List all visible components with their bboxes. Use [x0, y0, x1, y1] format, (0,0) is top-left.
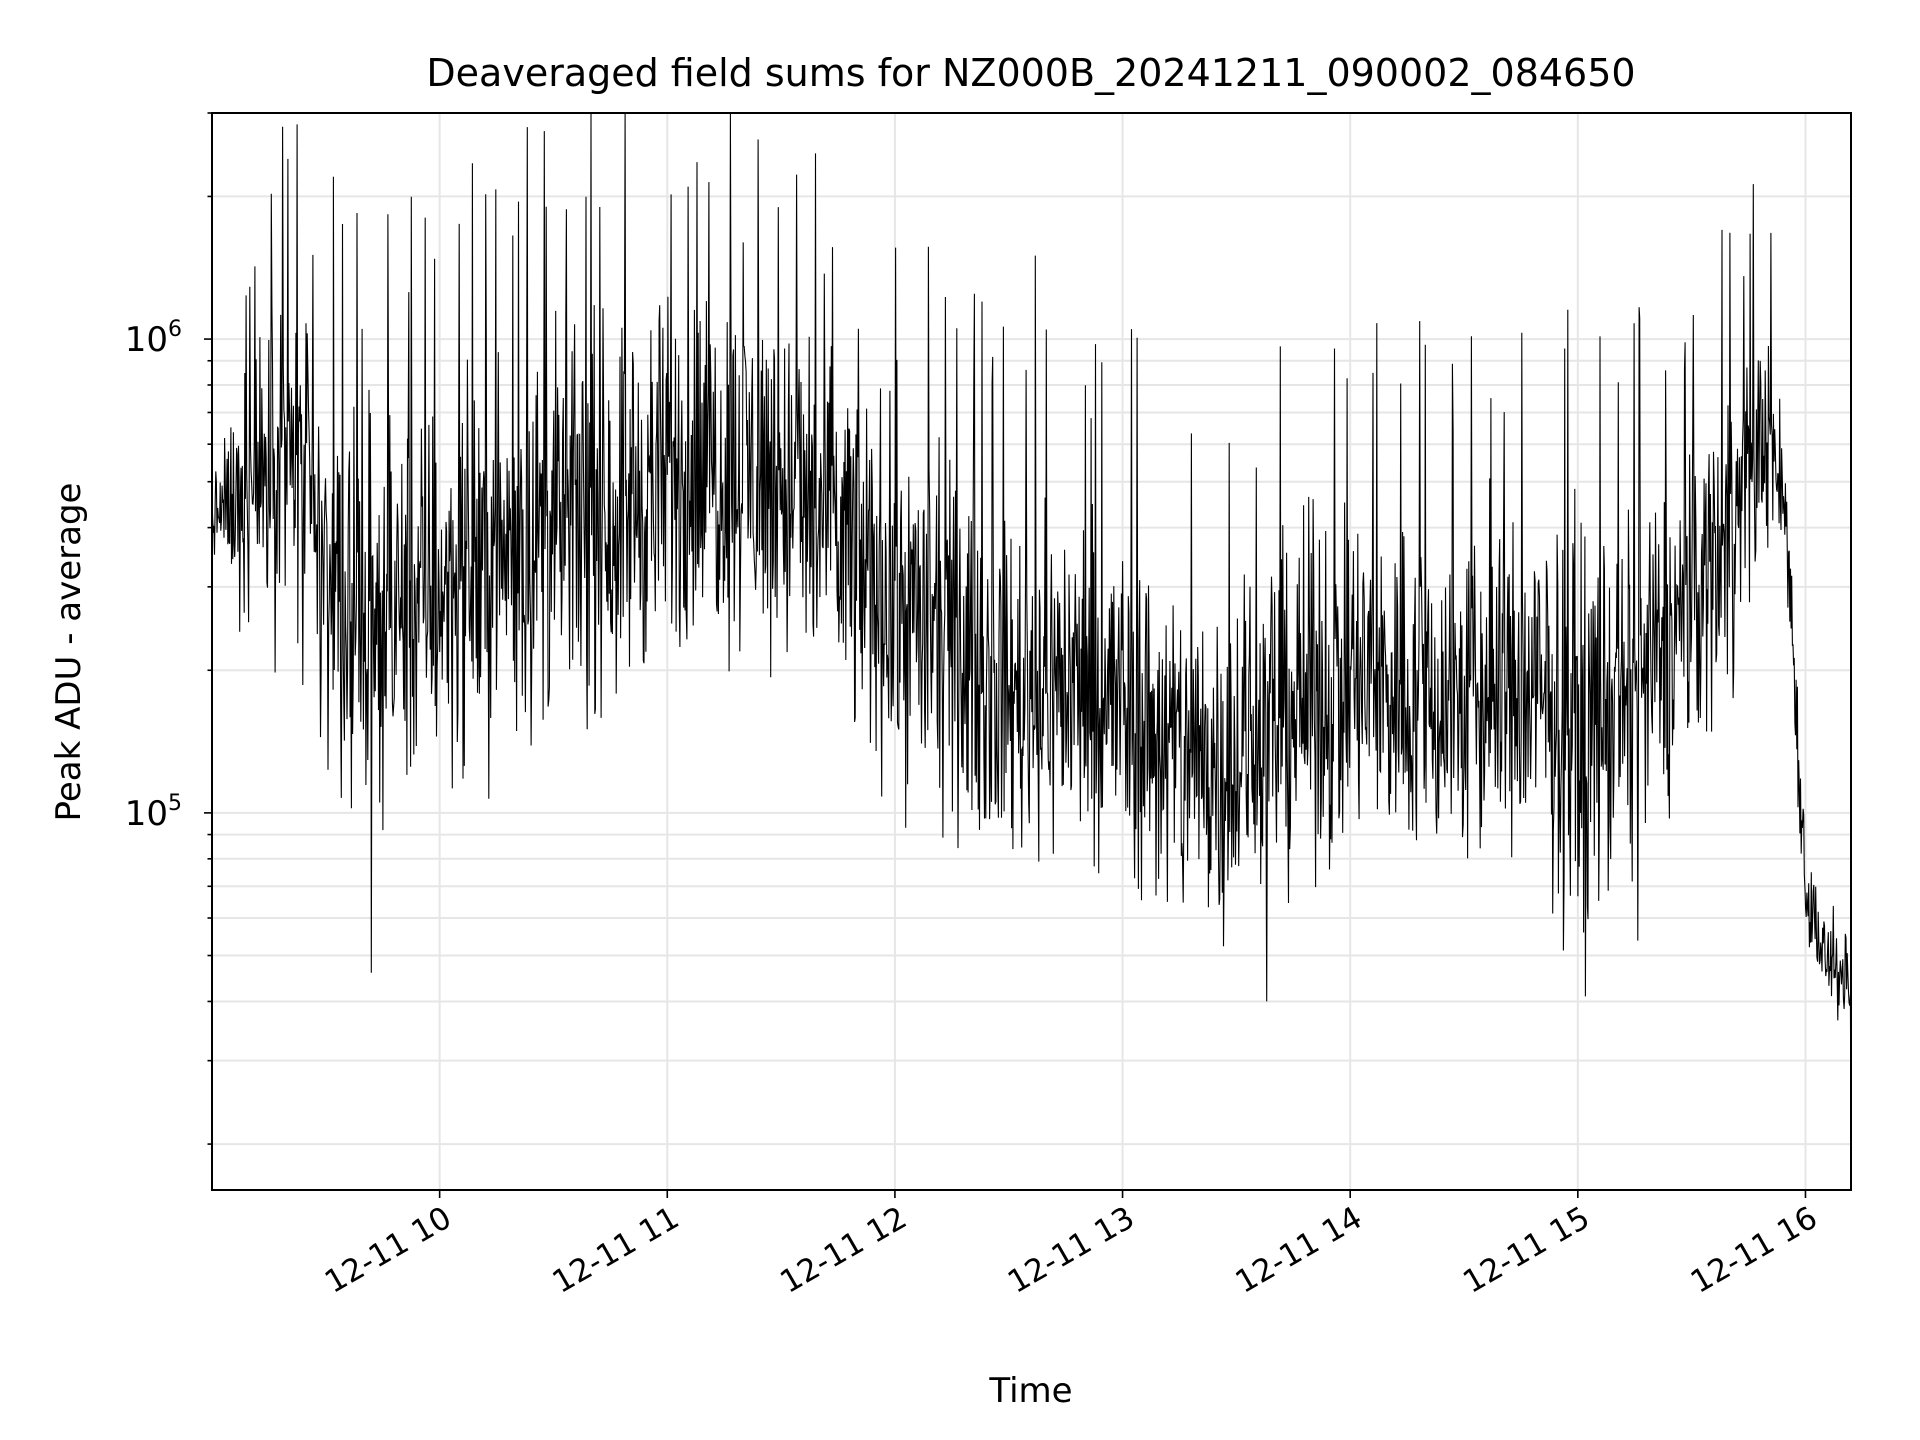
- plot-frame: [211, 112, 1852, 1191]
- y-tick-label: 106: [125, 317, 182, 360]
- series-line: [212, 113, 1851, 1166]
- chart-title: Deaveraged field sums for NZ000B_2024121…: [426, 51, 1635, 95]
- x-axis-label: Time: [988, 1371, 1072, 1411]
- y-axis-label: Peak ADU - average: [49, 483, 89, 822]
- y-axis: 105 106: [125, 112, 212, 1145]
- y-tick-label: 105: [125, 791, 182, 834]
